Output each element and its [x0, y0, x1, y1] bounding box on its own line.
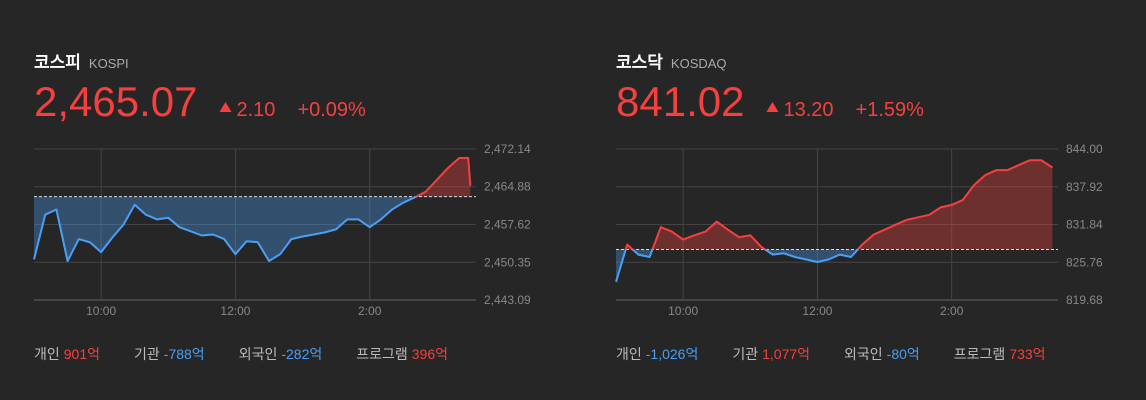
x-tick-label: 10:00 [86, 304, 116, 318]
y-tick-label: 825.76 [1066, 255, 1103, 269]
flow-name: 기관 [134, 346, 160, 362]
y-tick-label: 2,457.62 [484, 217, 531, 231]
flow-value: 901억 [64, 346, 100, 362]
market-title: 코스닥 [616, 53, 663, 72]
x-tick-label: 12:00 [802, 304, 832, 318]
flow-name: 개인 [34, 346, 60, 362]
change-percent: +1.59% [856, 99, 925, 121]
price: 2,465.07 [34, 78, 198, 125]
market-title: 코스피 [34, 53, 81, 72]
flow-value: 396억 [412, 346, 448, 362]
x-tick-label: 2:00 [940, 304, 964, 318]
x-tick-label: 10:00 [668, 304, 698, 318]
market-code: KOSPI [89, 56, 129, 71]
flow-value: 1,077억 [762, 346, 810, 362]
change-arrow [766, 102, 779, 112]
area [34, 158, 471, 261]
x-tick-label: 12:00 [220, 304, 250, 318]
flow-name: 개인 [616, 346, 642, 362]
change-percent: +0.09% [297, 99, 366, 121]
flow-value: 733억 [1009, 346, 1045, 362]
flow-name: 기관 [732, 346, 758, 362]
y-tick-label: 831.84 [1066, 218, 1103, 232]
flow-value: -282억 [281, 346, 322, 362]
flow-value: -788억 [164, 346, 205, 362]
price: 841.02 [616, 78, 744, 125]
flow-value: -80억 [887, 346, 920, 362]
y-tick-label: 2,443.09 [484, 293, 531, 307]
line [615, 159, 1053, 283]
line [33, 157, 472, 262]
flow-name: 프로그램 [954, 346, 1006, 362]
y-tick-label: 2,450.35 [484, 255, 531, 269]
y-tick-label: 837.92 [1066, 180, 1103, 194]
change-arrow [219, 102, 232, 112]
flow-name: 프로그램 [356, 346, 408, 362]
change: 13.20 [783, 99, 833, 121]
y-tick-label: 2,472.14 [484, 142, 531, 156]
x-tick-label: 2:00 [358, 304, 382, 318]
flow-name: 외국인 [239, 346, 278, 362]
change: 2.10 [237, 99, 276, 121]
y-tick-label: 844.00 [1066, 142, 1103, 156]
y-tick-label: 2,464.88 [484, 180, 531, 194]
flow-name: 외국인 [844, 346, 883, 362]
flow-value: -1,026억 [646, 346, 699, 362]
market-code: KOSDAQ [671, 56, 727, 71]
y-tick-label: 819.68 [1066, 293, 1103, 307]
area [616, 160, 1053, 282]
